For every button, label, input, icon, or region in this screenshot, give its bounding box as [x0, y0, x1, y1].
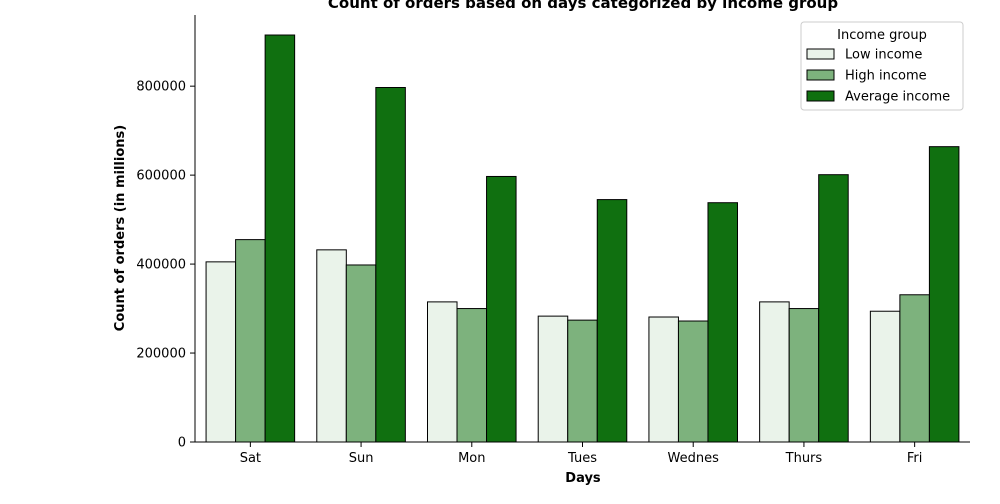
bar-sat-high-income: [235, 239, 266, 443]
bar-sun-high-income: [345, 264, 377, 443]
bar-sat-average-income: [264, 34, 296, 443]
legend-label-high-income: High income: [845, 69, 927, 84]
bar-thurs-high-income: [788, 308, 820, 443]
x-tick-label: Sun: [349, 451, 374, 466]
legend-swatch-average-income: [806, 90, 835, 102]
x-tick-label: Sat: [240, 451, 261, 466]
legend-swatch-low-income: [806, 48, 835, 60]
x-axis: Sat Sun Mon Tues Wednes Thurs Fri: [240, 442, 923, 466]
y-tick-label: 800000: [136, 80, 186, 95]
legend-swatch-high-income: [806, 69, 835, 81]
y-axis-label: Count of orders (in millions): [113, 125, 128, 331]
x-tick-label: Thurs: [785, 451, 823, 466]
legend-label-average-income: Average income: [845, 90, 950, 105]
bar-tues-high-income: [567, 319, 598, 443]
legend: Income group Low income High income Averag…: [800, 21, 964, 111]
bar-mon-average-income: [486, 175, 517, 443]
bar-sun-average-income: [375, 87, 406, 443]
bar-sat-low-income: [205, 261, 237, 443]
bar-wednes-low-income: [648, 316, 679, 443]
bar-mon-high-income: [456, 308, 488, 443]
x-tick-label: Tues: [567, 451, 597, 466]
y-tick-label: 400000: [136, 258, 186, 273]
x-tick-label: Wednes: [668, 451, 720, 466]
bar-thurs-average-income: [818, 174, 849, 443]
bar-tues-average-income: [596, 199, 628, 443]
bar-sun-low-income: [316, 249, 347, 443]
bar-tues-low-income: [537, 315, 569, 443]
bar-fri-average-income: [928, 146, 960, 443]
bar-fri-low-income: [869, 310, 901, 443]
legend-title: Income group: [837, 28, 927, 43]
bar-mon-low-income: [427, 301, 458, 443]
legend-label-low-income: Low income: [845, 48, 922, 63]
y-tick-label: 600000: [136, 169, 186, 184]
chart-title: Count of orders based on days categorize…: [328, 0, 838, 12]
x-tick-label: Fri: [907, 451, 923, 466]
y-tick-label: 0: [178, 436, 186, 451]
x-axis-label: Days: [565, 471, 601, 486]
x-tick-label: Mon: [458, 451, 485, 466]
y-tick-label: 200000: [136, 347, 186, 362]
legend-items: Low income High income Average income: [806, 48, 950, 105]
bars-layer: [205, 34, 960, 443]
y-axis: 0 200000 400000 600000 800000: [136, 80, 195, 451]
bar-wednes-average-income: [707, 202, 738, 443]
legend-frame: [800, 21, 964, 111]
bar-fri-high-income: [899, 294, 930, 443]
bar-wednes-high-income: [677, 320, 709, 443]
bar-thurs-low-income: [759, 301, 790, 443]
